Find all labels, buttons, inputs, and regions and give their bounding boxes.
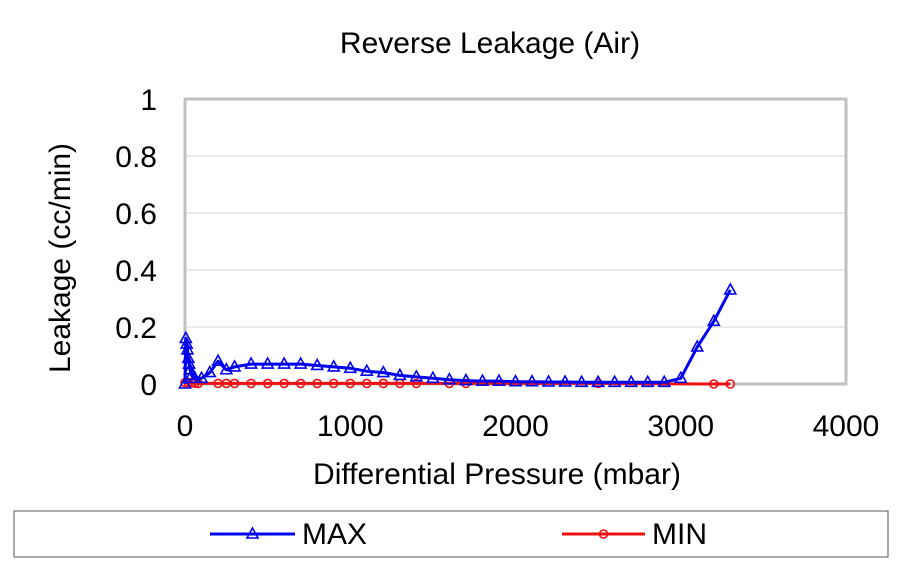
data-point-triangle: [227, 359, 242, 372]
y-tick-label: 0.4: [115, 255, 157, 288]
series-layer: [178, 282, 738, 389]
data-point-triangle: [525, 374, 539, 387]
data-point-triangle: [508, 374, 523, 387]
data-point-circle: [262, 378, 273, 389]
data-point-triangle: [541, 374, 556, 387]
legend-label: MAX: [302, 518, 367, 551]
legend-entry-min: MIN: [562, 518, 707, 551]
data-point-triangle: [607, 374, 622, 388]
gridlines: [185, 155, 846, 328]
data-point-triangle: [690, 339, 705, 352]
data-point-circle: [295, 378, 306, 389]
data-point-triangle: [178, 330, 193, 344]
data-point-triangle: [591, 374, 605, 388]
y-tick-label: 0.8: [115, 141, 157, 174]
data-point-triangle: [492, 373, 506, 386]
chart-title: Reverse Leakage (Air): [340, 27, 640, 60]
data-point-triangle: [178, 376, 192, 389]
y-tick-label: 0.6: [115, 198, 157, 231]
data-point-triangle: [558, 374, 572, 387]
data-point-triangle: [442, 372, 457, 385]
data-point-circle: [328, 378, 339, 389]
data-point-triangle: [640, 374, 655, 388]
y-tick-label: 0: [140, 369, 157, 402]
data-point-triangle: [723, 282, 738, 295]
data-point-triangle: [277, 356, 292, 369]
data-point-triangle: [179, 336, 194, 349]
y-tick-label: 0.2: [115, 312, 157, 345]
y-tick-label: 1: [140, 84, 157, 117]
legend-entry-max: MAX: [210, 518, 367, 551]
data-point-triangle: [260, 356, 275, 369]
data-point-triangle: [376, 364, 391, 378]
x-tick-label: 3000: [647, 410, 714, 443]
data-point-triangle: [706, 313, 721, 327]
data-point-circle: [708, 379, 719, 389]
data-point-circle: [229, 378, 240, 389]
data-point-circle: [361, 378, 372, 389]
data-point-circle: [246, 378, 256, 389]
data-point-triangle: [293, 356, 308, 369]
x-tick-label: 4000: [813, 410, 880, 443]
data-point-circle: [598, 529, 609, 539]
data-point-triangle: [392, 367, 407, 381]
data-point-triangle: [673, 370, 688, 384]
data-point-triangle: [657, 374, 672, 388]
x-axis-ticks: 0 1000 2000 3000 4000: [177, 410, 880, 443]
data-point-triangle: [409, 369, 424, 382]
data-point-circle: [411, 378, 422, 389]
data-point-triangle: [326, 359, 341, 372]
data-point-circle: [725, 379, 736, 389]
data-point-circle: [345, 378, 356, 389]
data-point-triangle: [219, 362, 234, 375]
data-point-triangle: [202, 364, 217, 378]
data-point-triangle: [359, 363, 374, 376]
x-tick-label: 2000: [482, 410, 549, 443]
x-axis-label: Differential Pressure (mbar): [313, 458, 681, 491]
data-point-triangle: [343, 360, 358, 374]
data-point-circle: [312, 378, 323, 389]
legend-label: MIN: [652, 518, 707, 551]
data-point-triangle: [211, 353, 225, 367]
data-point-circle: [378, 378, 389, 389]
data-point-triangle: [426, 370, 440, 384]
y-axis-label: Leakage (cc/min): [44, 143, 77, 373]
data-point-triangle: [245, 526, 260, 539]
data-point-triangle: [182, 356, 196, 369]
data-point-triangle: [310, 357, 325, 371]
x-tick-label: 0: [177, 410, 194, 443]
data-point-triangle: [574, 374, 589, 388]
data-point-circle: [279, 378, 289, 389]
data-point-triangle: [181, 350, 196, 364]
data-point-triangle: [475, 373, 490, 386]
data-point-triangle: [459, 372, 473, 386]
legend-box: [13, 510, 889, 558]
legend: MAX MIN: [210, 518, 707, 551]
data-point-triangle: [188, 370, 202, 384]
x-tick-label: 1000: [317, 410, 384, 443]
y-axis-ticks: 0 0.2 0.4 0.6 0.8 1: [115, 84, 157, 402]
data-point-triangle: [244, 356, 258, 369]
data-point-triangle: [624, 374, 639, 388]
series-max: [178, 282, 738, 389]
